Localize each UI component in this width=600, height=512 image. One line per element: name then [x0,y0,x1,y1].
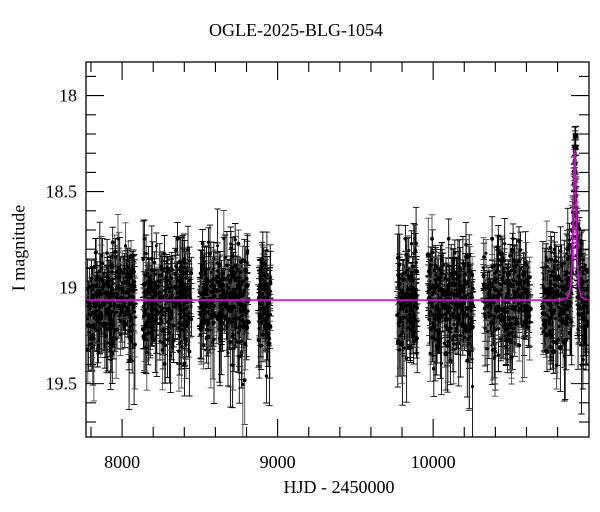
x-tick-label: 8000 [104,452,140,472]
x-tick-label: 9000 [260,452,296,472]
model-curve [86,149,589,301]
y-tick-label: 19.5 [46,374,78,394]
y-tick-label: 18.5 [46,182,78,202]
peak-data-point [572,133,579,139]
y-tick-label: 18 [59,86,77,106]
data-area [86,125,589,437]
x-axis-label: HJD - 2450000 [283,477,395,497]
y-tick-label: 19 [59,278,77,298]
y-axis-label: I magnitude [8,204,29,292]
x-tick-label: 10000 [411,452,456,472]
chart-title: OGLE-2025-BLG-1054 [209,20,383,40]
axes: 8000 9000 10000 18 18.5 19 19.5 [46,61,590,472]
peak-data-point [572,144,579,151]
